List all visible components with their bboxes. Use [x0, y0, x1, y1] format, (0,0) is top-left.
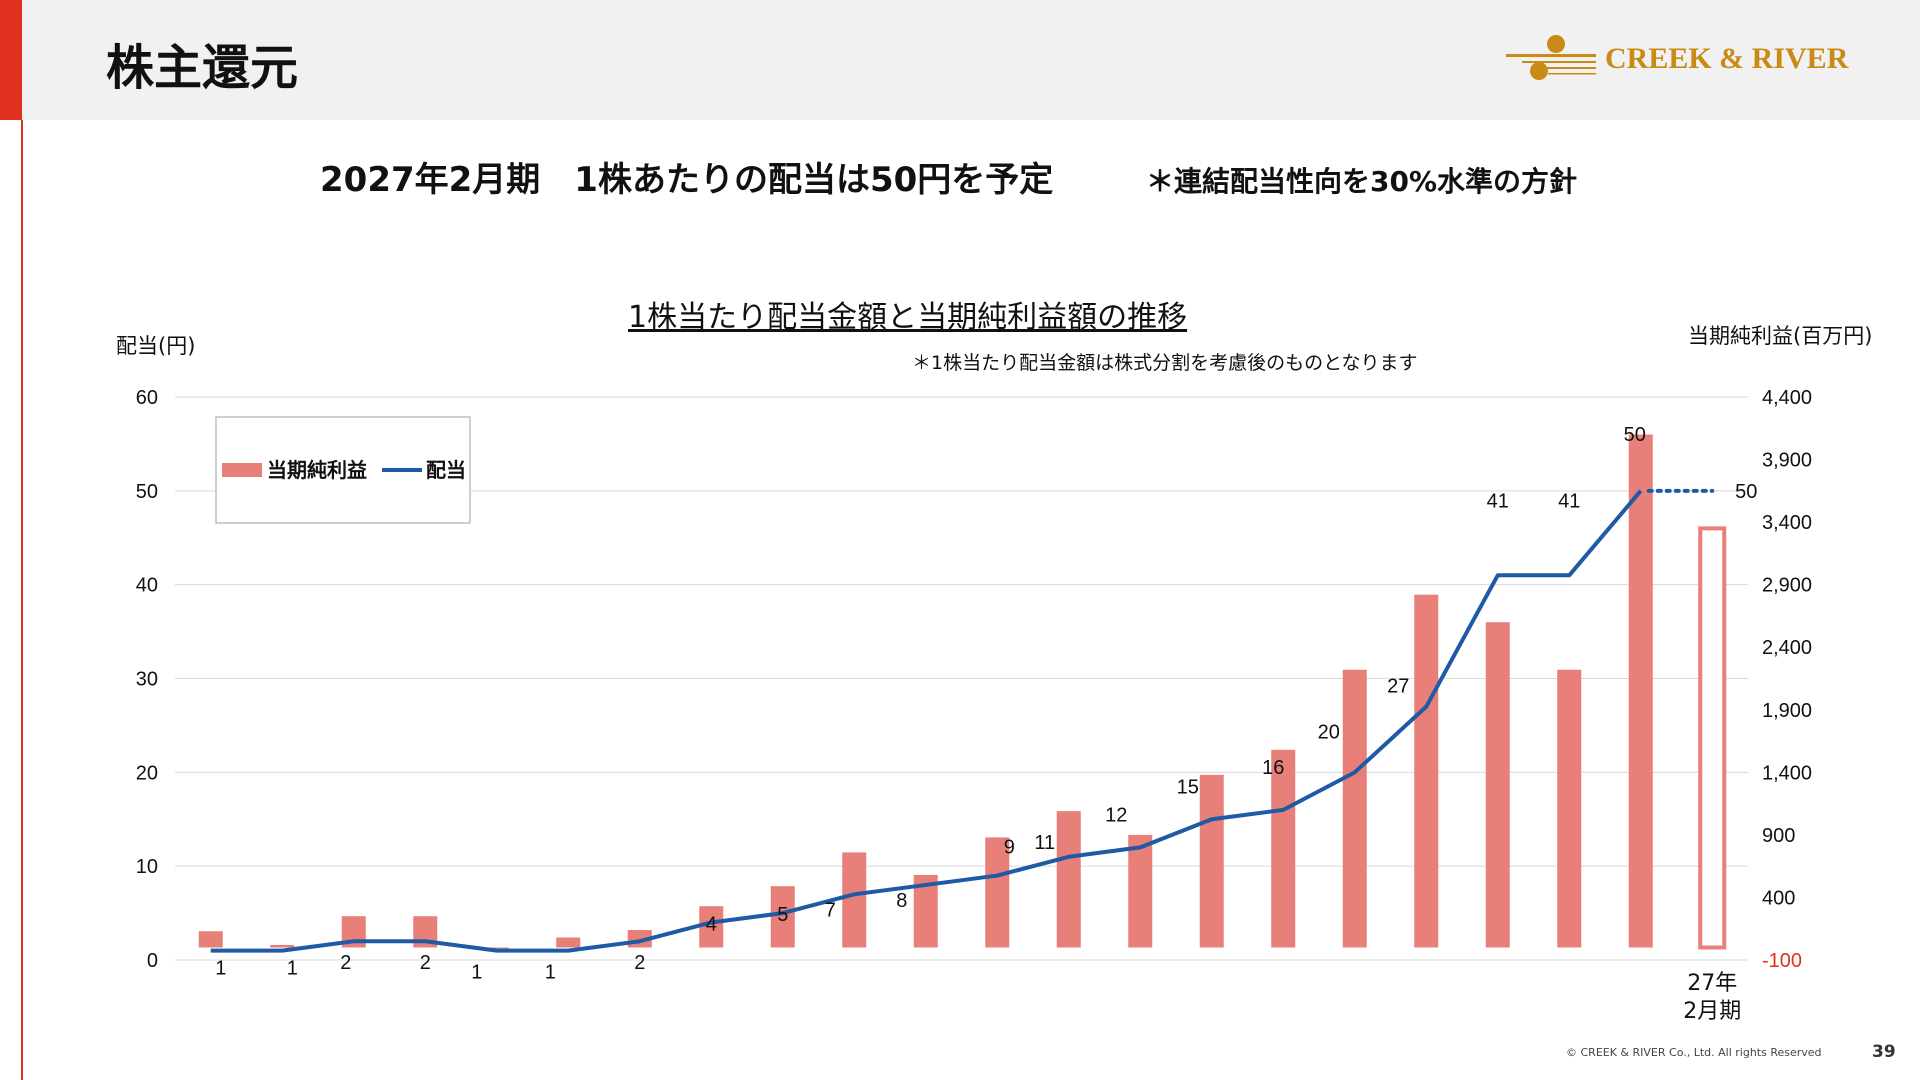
- y-right-tick-label: 1,400: [1762, 762, 1812, 784]
- profit-forecast-bar: [1698, 526, 1727, 950]
- profit-bar: [1199, 774, 1224, 948]
- headline-note: ＊連結配当性向を30%水準の方針: [1146, 165, 1578, 198]
- y-left-tick-label: 10: [136, 856, 158, 878]
- dividend-data-label: 20: [1318, 721, 1340, 743]
- y-right-tick-label: 900: [1762, 825, 1795, 847]
- dividend-data-label: 9: [1004, 837, 1015, 859]
- dividend-data-label: 5: [777, 904, 788, 926]
- page-title: 株主還元: [106, 40, 299, 96]
- headline: 2027年2月期 1株あたりの配当は50円を予定: [320, 160, 1054, 200]
- y-left-tick-label: 0: [147, 950, 158, 972]
- profit-bar: [1628, 434, 1653, 948]
- logo-mark-icon: [1506, 35, 1596, 80]
- y-right-tick-label: 4,400: [1762, 387, 1812, 409]
- legend-label-profit: 当期純利益: [267, 458, 367, 482]
- profit-bar: [198, 931, 223, 948]
- dividend-data-label: 2: [420, 952, 431, 974]
- legend-label-dividend: 配当: [426, 458, 466, 482]
- dividend-data-label: 7: [825, 899, 836, 921]
- profit-bar: [270, 944, 295, 948]
- profit-bar: [985, 837, 1010, 948]
- company-logo: CREEK & RIVER: [1500, 30, 1880, 90]
- dividend-data-label: 1: [471, 962, 482, 984]
- dividend-data-label: 2: [634, 952, 645, 974]
- profit-bar: [1485, 622, 1510, 948]
- profit-bar: [770, 886, 795, 948]
- dividend-data-label: 15: [1177, 776, 1199, 798]
- profit-bar: [1056, 811, 1081, 948]
- y-axis-right-title: 当期純利益(百万円): [1688, 324, 1873, 348]
- dividend-data-label: 11: [1034, 832, 1055, 854]
- y-right-tick-label: 3,400: [1762, 512, 1812, 534]
- dividend-data-label: 27: [1387, 676, 1409, 698]
- dividend-data-label: 41: [1558, 490, 1580, 512]
- profit-bar: [556, 937, 581, 948]
- dividend-data-label: 1: [545, 962, 556, 984]
- y-axis-left-title: 配当(円): [116, 334, 196, 358]
- dividend-line: [210, 489, 1643, 953]
- page-number: 39: [1872, 1042, 1896, 1062]
- profit-bar: [1128, 834, 1153, 948]
- copyright: © CREEK & RIVER Co., Ltd. All rights Res…: [1566, 1046, 1822, 1059]
- profit-bar: [1557, 669, 1582, 948]
- y-left-tick-label: 40: [136, 575, 158, 597]
- chart-note: ＊1株当たり配当金額は株式分割を考慮後のものとなります: [912, 352, 1418, 374]
- profit-bar: [1342, 669, 1367, 948]
- logo-text: CREEK & RIVER: [1605, 42, 1849, 75]
- header-band: [0, 0, 1920, 120]
- profit-bar: [1414, 594, 1439, 948]
- dividend-data-label: 16: [1262, 757, 1284, 779]
- y-left-tick-label: 30: [136, 669, 158, 691]
- y-left-tick-label: 60: [136, 387, 158, 409]
- dividend-data-label: 4: [706, 913, 717, 935]
- dividend-forecast-label: 50: [1735, 481, 1757, 503]
- y-right-tick-label: 2,400: [1762, 637, 1812, 659]
- dividend-data-label: 50: [1624, 424, 1646, 446]
- profit-bar: [699, 906, 724, 948]
- y-left-tick-label: 20: [136, 762, 158, 784]
- side-accent-line: [21, 120, 23, 1080]
- dividend-data-label: 41: [1487, 490, 1509, 512]
- legend-bar-swatch: [222, 463, 262, 477]
- x-category-label: 2月期: [1683, 999, 1741, 1024]
- dividend-data-label: 2: [340, 952, 351, 974]
- y-right-tick-label: 1,900: [1762, 700, 1812, 722]
- dividend-data-label: 8: [896, 890, 907, 912]
- dividend-data-label: 1: [287, 958, 298, 980]
- dividend-data-label: 12: [1105, 804, 1127, 826]
- y-left-tick-label: 50: [136, 481, 158, 503]
- profit-bar: [1271, 749, 1296, 948]
- header-accent-bar: [0, 0, 22, 120]
- profit-bar: [842, 852, 867, 948]
- x-category-label: 27年: [1687, 971, 1737, 996]
- y-right-tick-label: 400: [1762, 887, 1795, 909]
- dividend-data-label: 1: [215, 958, 226, 980]
- y-right-tick-label: 2,900: [1762, 575, 1812, 597]
- chart-title: 1株当たり配当金額と当期純利益額の推移: [628, 300, 1188, 335]
- y-right-tick-label: -100: [1762, 950, 1802, 972]
- y-right-tick-label: 3,900: [1762, 450, 1812, 472]
